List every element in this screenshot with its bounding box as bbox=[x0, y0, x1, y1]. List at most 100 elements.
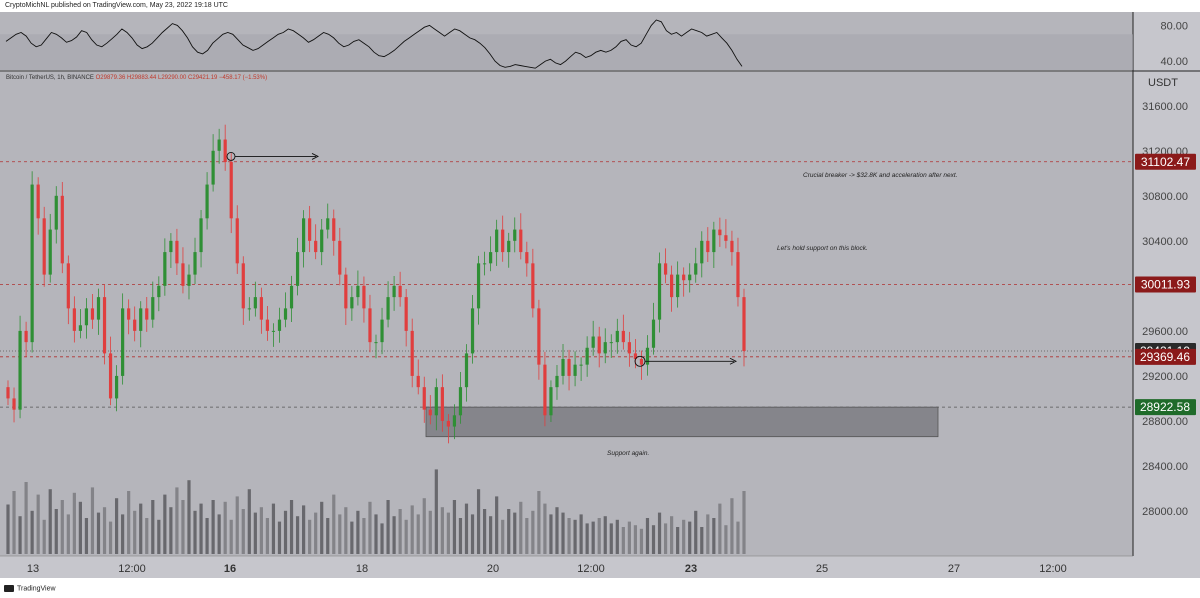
volume-bar bbox=[84, 518, 89, 554]
candle-body bbox=[66, 263, 70, 309]
candle-body bbox=[356, 285, 360, 298]
volume-bar bbox=[591, 521, 595, 554]
candle-body bbox=[217, 139, 221, 151]
arrow-head bbox=[311, 153, 320, 160]
candle-body bbox=[537, 308, 541, 365]
volume-bar bbox=[127, 491, 131, 554]
candle-body bbox=[489, 252, 493, 264]
volume-bar bbox=[531, 510, 535, 554]
volume-bar bbox=[742, 491, 746, 554]
volume-bar bbox=[217, 514, 221, 554]
candle-body bbox=[700, 240, 704, 264]
candle-body bbox=[452, 415, 457, 427]
candle-body bbox=[308, 218, 312, 241]
volume-bar bbox=[645, 518, 650, 554]
candle-body bbox=[54, 195, 58, 230]
volume-bar bbox=[501, 519, 505, 554]
volume-bar bbox=[730, 498, 734, 554]
volume-bar bbox=[663, 523, 668, 554]
candle-body bbox=[6, 387, 10, 399]
volume-bar bbox=[712, 518, 716, 554]
level-label-box bbox=[1135, 276, 1196, 293]
candle-body bbox=[205, 184, 209, 219]
ohlc-readout: O29879.36 H29883.44 L29290.00 C29421.19 … bbox=[95, 75, 268, 81]
time-tick-label: 12:00 bbox=[118, 563, 146, 575]
candle-body bbox=[555, 375, 559, 388]
tradingview-brand: TradingView bbox=[4, 585, 56, 592]
candle-body bbox=[289, 285, 294, 309]
level-label-text: 30011.93 bbox=[1141, 278, 1190, 292]
candle-body bbox=[265, 319, 270, 331]
candle-body bbox=[211, 150, 215, 185]
volume-bar bbox=[289, 500, 294, 554]
volume-bar bbox=[639, 528, 644, 554]
candle-body bbox=[633, 353, 638, 360]
volume-bar bbox=[96, 512, 101, 554]
candle-body bbox=[482, 263, 487, 265]
candle-body bbox=[434, 387, 438, 416]
volume-bar bbox=[440, 507, 444, 554]
volume-bar bbox=[736, 521, 740, 554]
candle-body bbox=[84, 308, 89, 326]
candle-body bbox=[368, 308, 372, 343]
volume-bar bbox=[676, 527, 680, 554]
candle-body bbox=[404, 297, 408, 331]
candle-body bbox=[428, 409, 432, 416]
candle-body bbox=[271, 330, 276, 332]
candle-body bbox=[549, 387, 553, 416]
volume-bar bbox=[392, 516, 396, 554]
volume-bar bbox=[187, 480, 191, 554]
volume-bar bbox=[615, 519, 619, 554]
price-tick-label: 28400.00 bbox=[1142, 461, 1188, 473]
volume-bar bbox=[579, 514, 583, 554]
volume-bar bbox=[344, 507, 348, 554]
volume-bar bbox=[374, 514, 378, 554]
volume-bar bbox=[386, 500, 390, 554]
volume-bar bbox=[458, 518, 463, 554]
candle-body bbox=[362, 285, 366, 309]
level-label-box bbox=[1135, 348, 1196, 365]
candle-body bbox=[440, 387, 444, 421]
annotation-support-again: Support again. bbox=[607, 449, 650, 457]
candle-body bbox=[114, 375, 119, 399]
volume-bar bbox=[308, 519, 312, 554]
candle-body bbox=[694, 263, 698, 275]
volume-bar bbox=[507, 509, 511, 554]
volume-bar bbox=[247, 489, 251, 554]
volume-bar bbox=[121, 514, 125, 554]
candle-body bbox=[645, 347, 650, 365]
candle-body bbox=[96, 297, 101, 320]
candle-body bbox=[398, 285, 402, 298]
time-tick-label: 25 bbox=[816, 563, 828, 575]
time-tick-label: 16 bbox=[224, 563, 236, 575]
candle-body bbox=[663, 263, 668, 275]
level-label-text: 31102.47 bbox=[1141, 155, 1190, 169]
volume-bar bbox=[241, 509, 245, 554]
x-axis-area bbox=[0, 556, 1200, 578]
price-tick-label: 28800.00 bbox=[1142, 416, 1188, 428]
volume-bar bbox=[561, 512, 565, 554]
volume-bar bbox=[670, 516, 674, 554]
volume-bar bbox=[706, 514, 710, 554]
candle-body bbox=[350, 297, 354, 309]
candle-body bbox=[302, 218, 306, 253]
volume-bar bbox=[446, 512, 450, 554]
time-tick-label: 27 bbox=[948, 563, 960, 575]
volume-bar bbox=[422, 498, 426, 554]
volume-bar bbox=[24, 482, 28, 554]
candle-body bbox=[320, 229, 324, 253]
volume-bar bbox=[585, 523, 589, 554]
candle-body bbox=[314, 240, 318, 253]
volume-bar bbox=[368, 501, 372, 554]
candle-body bbox=[42, 218, 46, 275]
volume-bar bbox=[133, 510, 137, 554]
candle-body bbox=[187, 274, 191, 286]
candle-body bbox=[706, 240, 710, 253]
volume-bar bbox=[36, 494, 40, 554]
volume-bar bbox=[682, 519, 686, 554]
volume-bar bbox=[332, 494, 336, 554]
candle-body bbox=[742, 297, 746, 352]
candle-body bbox=[676, 274, 680, 298]
volume-bar bbox=[157, 519, 161, 554]
